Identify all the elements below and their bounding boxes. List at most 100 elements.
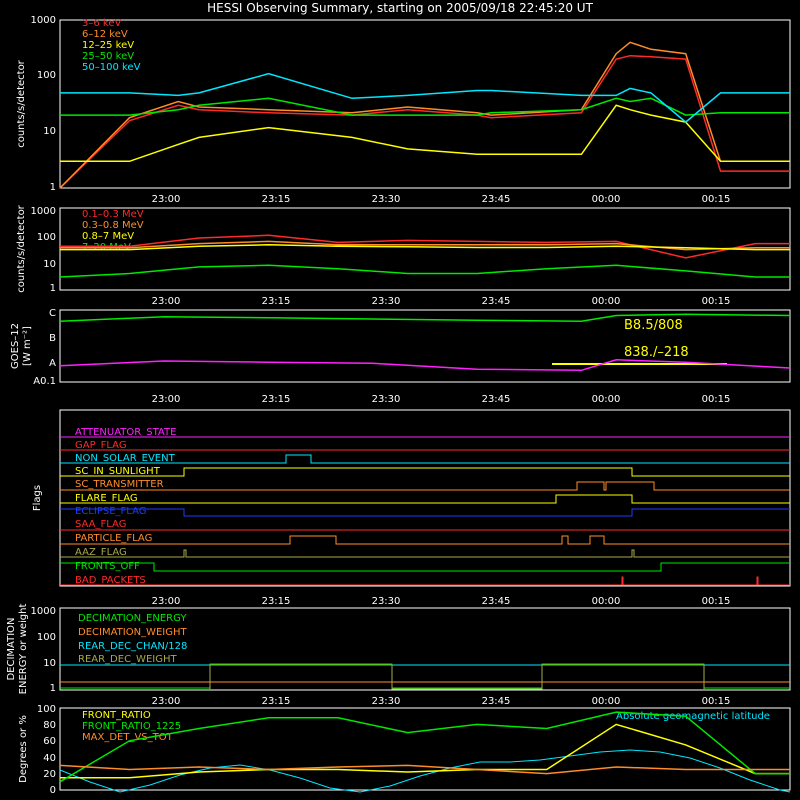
goes-series-1: [59, 313, 791, 323]
ratio-annotation-geomag: Absolute geomagnetic latitude: [616, 711, 770, 722]
flag-trace-sunlight: [60, 467, 790, 477]
counts-series-group: [59, 41, 790, 189]
flag-bad-packets: BAD_PACKETS: [75, 575, 146, 586]
flag-eclipse: ECLIPSE_FLAG: [75, 506, 146, 517]
counts-legend-50-100kev: 50–100 keV: [82, 62, 141, 73]
flags-ylabel: Flags: [32, 485, 43, 511]
flags-traces: [60, 436, 790, 586]
mev-series-3: [60, 244, 790, 251]
decim-ytick-10: 10: [43, 658, 56, 669]
ratio-panel: Degrees or % 0 20 40 60 80 100 FRONT_RAT…: [18, 704, 791, 796]
flag-flare: FLARE_FLAG: [75, 493, 138, 504]
decim-legend-rear-chan: REAR_DEC_CHAN/128: [78, 641, 187, 652]
decim-ylabel-2: ENERGY or weight: [18, 604, 29, 695]
decim-legend-energy: DECIMATION_ENERGY: [78, 613, 187, 624]
mev-series-1: [60, 234, 790, 259]
ratio-series-group: [59, 711, 790, 783]
counts-axes: [59, 19, 791, 189]
mev-series-2: [60, 240, 790, 251]
goes-axes: [59, 309, 791, 383]
counts-series-1: [59, 54, 790, 189]
flag-trace-aaz: [60, 549, 790, 558]
flags-xtick-2345: 23:45: [482, 596, 511, 607]
mev-ytick-1: 1: [50, 283, 56, 294]
goes-ytick-a: A: [49, 358, 56, 369]
mev-legend-08-7: 0.8–7 MeV: [82, 231, 134, 242]
flag-attenuator-state: ATTENUATOR_STATE: [75, 427, 176, 438]
decim-traces: [60, 663, 790, 690]
decim-xtick-2345: 23:45: [482, 696, 511, 707]
counts-series-4: [60, 97, 790, 116]
goes-ylabel: GOES–12: [10, 323, 21, 369]
decim-legend-weight: DECIMATION_WEIGHT: [78, 627, 187, 638]
ratio-series-1: [60, 723, 790, 779]
ratio-ytick-100: 100: [37, 704, 56, 715]
ratio-legend: FRONT_RATIO FRONT_RATIO_1225 MAX_DET_VS_…: [82, 710, 181, 743]
goes-ytick-a01: A0.1: [33, 376, 56, 387]
counts-ytick-1000: 1000: [31, 15, 56, 26]
mev-xtick-0000: 00:00: [592, 296, 621, 307]
goes-ytick-b: B: [49, 333, 56, 344]
flag-fronts-off: FRONTS_OFF: [75, 561, 140, 572]
goes-xtick-0015: 00:15: [702, 394, 731, 405]
counts-xtick-2345: 23:45: [482, 194, 511, 205]
mev-panel: counts/s/detector 1 10 100 1000 0.1–0.3 …: [16, 204, 791, 294]
goes-xtick-0000: 00:00: [592, 394, 621, 405]
ratio-axes: [59, 707, 791, 791]
counts-xtick-0015: 00:15: [702, 194, 731, 205]
flag-aaz: AAZ_FLAG: [75, 547, 127, 558]
decim-xtick-2300: 23:00: [152, 696, 181, 707]
flags-xtick-0015: 00:15: [702, 596, 731, 607]
decim-xtick-0015: 00:15: [702, 696, 731, 707]
mev-xtick-2330: 23:30: [372, 296, 401, 307]
goes-xtick-2330: 23:30: [372, 394, 401, 405]
mev-legend-03-08: 0.3–0.8 MeV: [82, 220, 144, 231]
counts-legend: 3–6 keV 6–12 keV 12–25 keV 25–50 keV 50–…: [82, 18, 141, 73]
mev-ytick-10: 10: [43, 259, 56, 270]
decim-ylabel: DECIMATION: [6, 617, 17, 680]
mev-xtick-2300: 23:00: [152, 296, 181, 307]
decim-legend: DECIMATION_ENERGY DECIMATION_WEIGHT REAR…: [78, 613, 187, 665]
goes-xtick-2345: 23:45: [482, 394, 511, 405]
flags-xtick-0000: 00:00: [592, 596, 621, 607]
decim-axes: [59, 607, 791, 691]
decim-trace-energy: [60, 663, 790, 689]
flag-particle: PARTICLE_FLAG: [75, 533, 152, 544]
counts-legend-3-6kev: 3–6 keV: [82, 18, 121, 29]
decim-ytick-1000: 1000: [31, 606, 56, 617]
counts-xtick-0000: 00:00: [592, 194, 621, 205]
flag-trace-eclipse: [60, 508, 790, 517]
flag-trace-non-solar: [60, 454, 790, 464]
counts-xticks: 23:00 23:15 23:30 23:45 00:00 00:15: [152, 194, 731, 205]
flags-xtick-2315: 23:15: [262, 596, 291, 607]
ratio-legend-front: FRONT_RATIO: [82, 710, 151, 721]
mev-ylabel: counts/s/detector: [16, 204, 27, 292]
mev-ytick-1000: 1000: [31, 206, 56, 217]
decim-xticks: 23:00 23:15 23:30 23:45 00:00 00:15: [152, 696, 731, 707]
goes-panel: GOES–12 [W m⁻²] A0.1 A B C B8.5/808 838.…: [10, 308, 791, 387]
goes-xtick-2300: 23:00: [152, 394, 181, 405]
decim-trace-rear-weight: [209, 664, 705, 690]
flag-trace-particle: [60, 535, 790, 545]
goes-ylabel-units: [W m⁻²]: [22, 326, 33, 366]
goes-xtick-2315: 23:15: [262, 394, 291, 405]
flags-panel: Flags ATTENUATOR_STATE GAP_FLAG NON_SOLA…: [32, 409, 791, 587]
counts-legend-25-50kev: 25–50 keV: [82, 51, 134, 62]
mev-xticks: 23:00 23:15 23:30 23:45 00:00 00:15: [152, 296, 731, 307]
decim-xtick-2315: 23:15: [262, 696, 291, 707]
ratio-legend-front-1225: FRONT_RATIO_1225: [82, 721, 181, 732]
counts-xtick-2300: 23:00: [152, 194, 181, 205]
flags-xtick-2330: 23:30: [372, 596, 401, 607]
flag-trace-fronts-off: [60, 562, 790, 572]
ratio-ytick-60: 60: [43, 736, 56, 747]
ratio-ytick-40: 40: [43, 753, 56, 764]
flag-sc-transmitter: SC_TRANSMITTER: [75, 479, 164, 490]
mev-series-4: [59, 264, 790, 278]
goes-series-group: [59, 313, 791, 372]
ratio-ytick-80: 80: [43, 720, 56, 731]
mev-xtick-2345: 23:45: [482, 296, 511, 307]
mev-series-group: [59, 234, 790, 278]
mev-legend-01-03: 0.1–0.3 MeV: [82, 209, 144, 220]
flag-trace-transmitter: [60, 481, 790, 491]
